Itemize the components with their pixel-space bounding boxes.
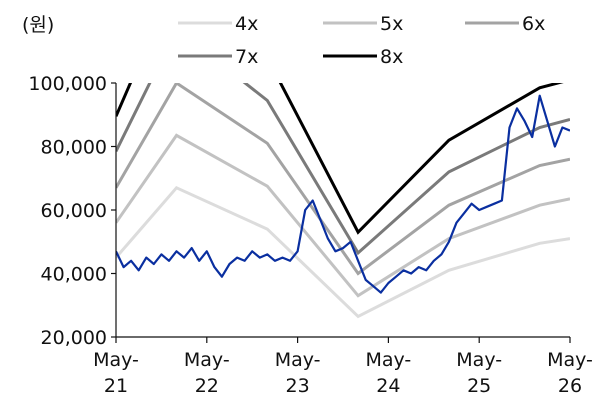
axes: 20,000 40,000 60,000 80,000 100,000 May-21 May… bbox=[28, 73, 592, 397]
legend-label-7x: 7x bbox=[235, 46, 258, 68]
y-tick-label: 20,000 bbox=[41, 327, 107, 349]
band-line-4x bbox=[116, 185, 570, 319]
y-tick-label: 80,000 bbox=[41, 137, 107, 159]
unit-label: (원) bbox=[22, 14, 54, 36]
price-line-group bbox=[116, 94, 570, 294]
price-line bbox=[116, 94, 570, 294]
x-tick-label: May-26 bbox=[547, 349, 593, 397]
band-lines bbox=[116, 83, 570, 319]
band-line-5x bbox=[116, 133, 570, 298]
y-tick-label: 60,000 bbox=[41, 200, 107, 222]
x-tick-label: May-25 bbox=[456, 349, 502, 397]
legend-label-8x: 8x bbox=[380, 46, 403, 68]
band-line-8x bbox=[116, 83, 564, 235]
x-tick-label: May-21 bbox=[93, 349, 139, 397]
legend-label-5x: 5x bbox=[380, 13, 403, 35]
legend-label-6x: 6x bbox=[522, 13, 545, 35]
band-line-7x bbox=[116, 83, 570, 256]
x-tick-label: May-22 bbox=[184, 349, 230, 397]
y-tick-label: 40,000 bbox=[41, 264, 107, 286]
legend-label-4x: 4x bbox=[235, 13, 258, 35]
legend: 4x 5x 6x 7x 8x bbox=[178, 13, 545, 68]
x-tick-label: May-24 bbox=[365, 349, 411, 397]
x-tick-label: May-23 bbox=[275, 349, 321, 397]
band-line-6x bbox=[116, 83, 570, 276]
y-tick-label: 100,000 bbox=[28, 73, 107, 95]
